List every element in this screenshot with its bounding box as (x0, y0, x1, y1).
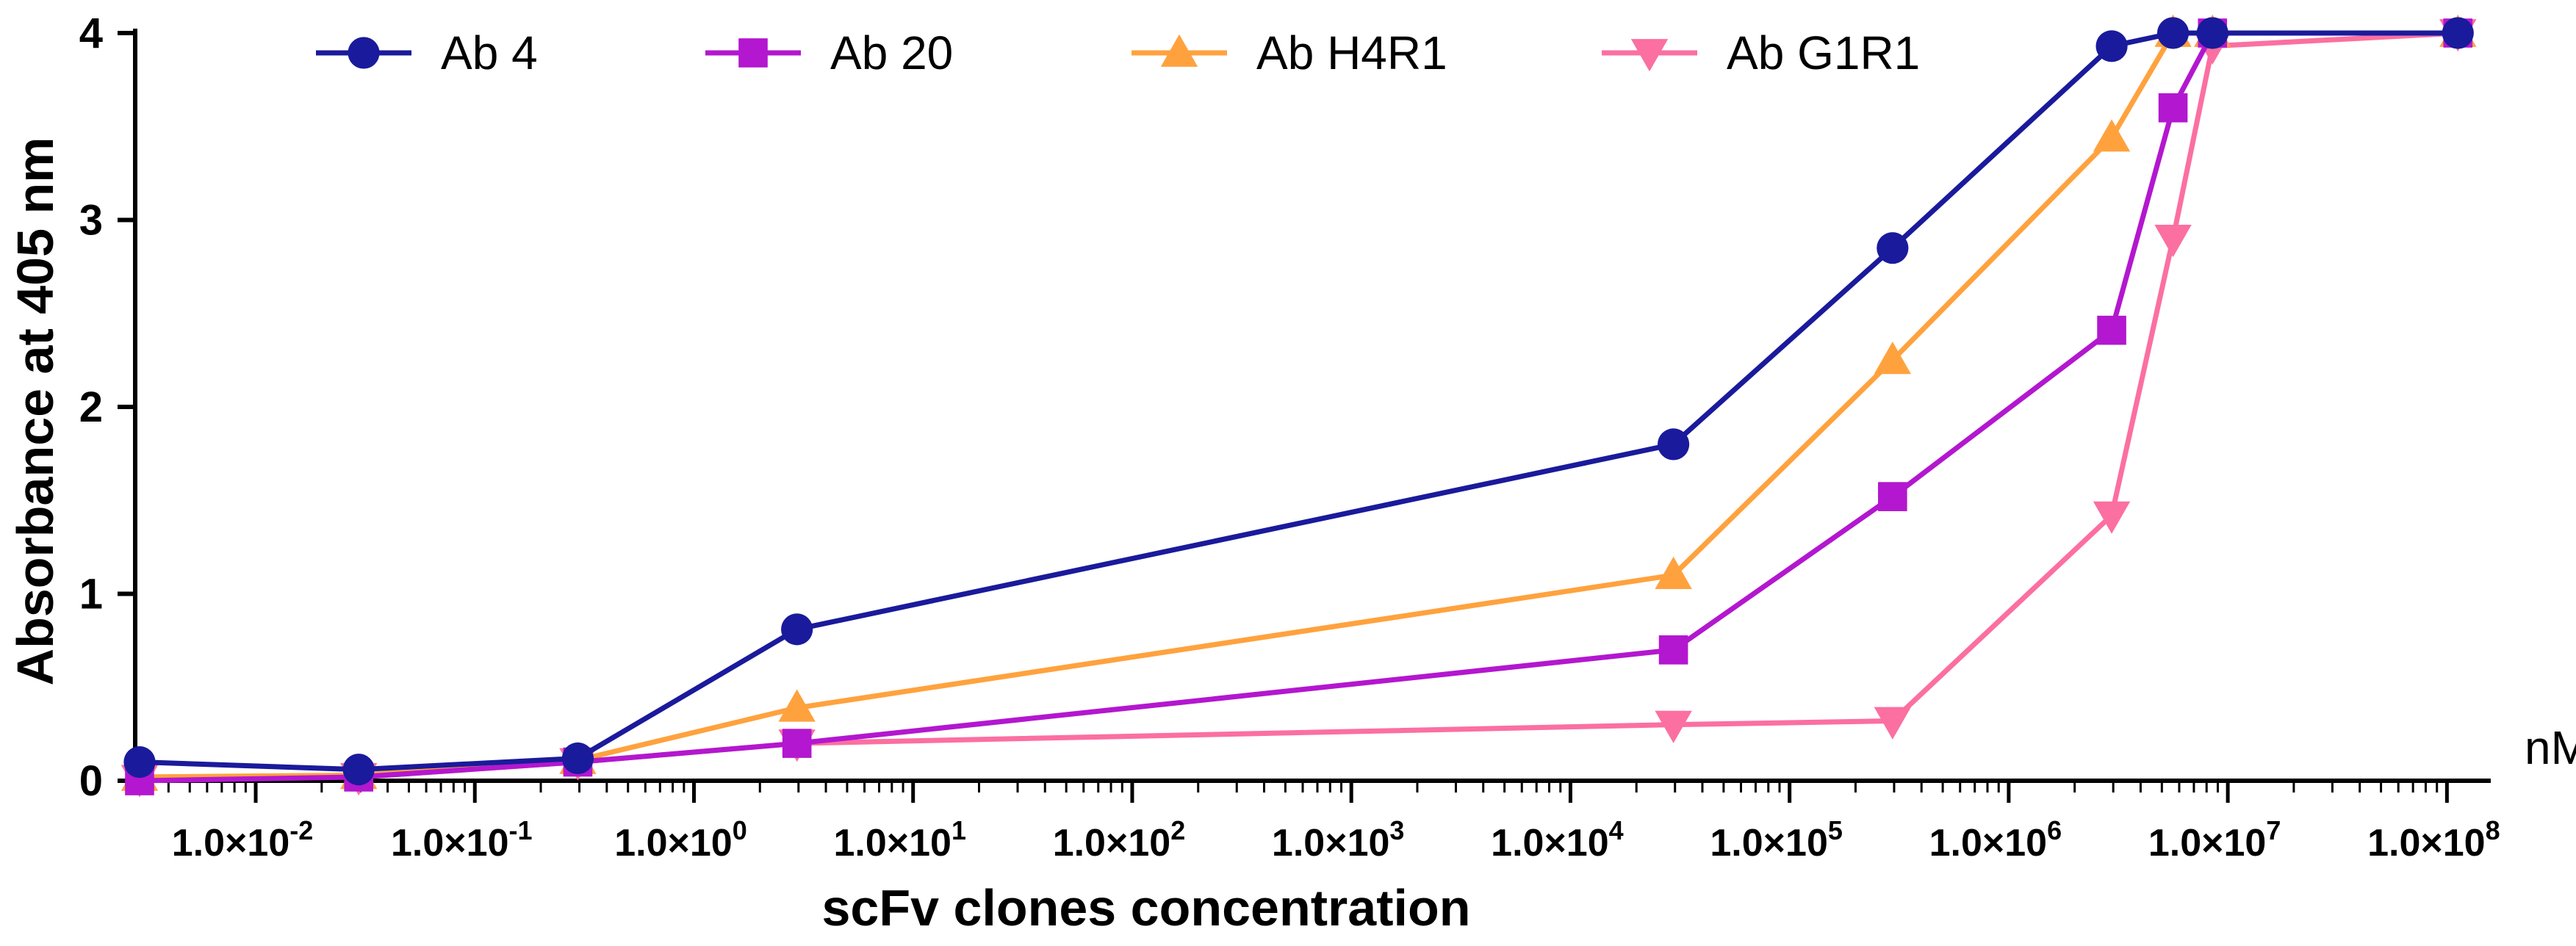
series-ab-4 (123, 17, 2474, 786)
data-point (342, 754, 375, 786)
data-point (2156, 17, 2190, 49)
data-point (561, 742, 594, 775)
y-axis-title: Absorbance at 405 nm (7, 137, 64, 686)
axes: 0 1 2 3 4 1.0×10-2 1.0×10-1 1.0×100 1.0×101 1.0×1… (79, 10, 2500, 864)
x-axis-title: scFv clones concentration (821, 879, 1470, 936)
series-ab-g1r1 (120, 19, 2477, 798)
legend: Ab 4 Ab 20 Ab H4R1 Ab G1R1 (316, 26, 1920, 79)
data-point (123, 745, 156, 779)
data-point (782, 729, 812, 758)
legend-item: Ab 20 (705, 26, 953, 79)
data-point (1655, 556, 1692, 589)
legend-marker (1630, 39, 1669, 72)
x-tick-label: 1.0×103 (1272, 815, 1405, 864)
x-tick-label: 1.0×107 (2148, 815, 2281, 864)
data-point (2154, 225, 2192, 258)
x-tick-label: 1.0×102 (1053, 815, 1186, 864)
series-line (139, 30, 2458, 773)
x-tick-label: 1.0×104 (1491, 815, 1624, 864)
legend-item: Ab G1R1 (1602, 26, 1920, 79)
data-point (2095, 30, 2128, 62)
data-point (2196, 17, 2228, 49)
x-axis-unit: nM (2525, 721, 2576, 774)
legend-label: Ab 20 (830, 26, 953, 79)
x-tick-label: 1.0×100 (614, 815, 747, 864)
x-tick-label: 1.0×108 (2367, 815, 2500, 864)
y-tick-label: 2 (79, 383, 103, 431)
data-point (781, 613, 813, 646)
data-point (1657, 428, 1690, 461)
data-point (1878, 482, 1907, 511)
y-tick-label: 3 (79, 197, 103, 245)
series-ab-h4r1 (120, 14, 2477, 791)
x-tick-label: 1.0×101 (833, 815, 966, 864)
x-tick-label: 1.0×105 (1710, 815, 1843, 864)
y-tick-label: 4 (79, 10, 103, 57)
data-point (2093, 119, 2131, 152)
legend-item: Ab 4 (316, 26, 538, 79)
x-tick-label: 1.0×106 (1929, 815, 2062, 864)
y-tick-label: 1 (79, 571, 103, 618)
legend-marker (1160, 34, 1198, 67)
x-tick-label: 1.0×10-1 (391, 815, 533, 864)
data-point (1877, 232, 1909, 264)
legend-marker (738, 38, 768, 68)
data-point (2442, 17, 2474, 49)
data-point (1655, 710, 1692, 743)
y-tick-label: 0 (79, 757, 103, 805)
legend-label: Ab H4R1 (1256, 26, 1447, 79)
data-point (1874, 342, 1912, 375)
legend-label: Ab 4 (441, 26, 538, 79)
series-line (139, 30, 2458, 784)
legend-label: Ab G1R1 (1727, 26, 1920, 79)
data-point (2093, 501, 2131, 534)
data-point (1874, 707, 1912, 740)
legend-marker (348, 37, 380, 69)
legend-item: Ab H4R1 (1132, 26, 1447, 79)
x-tick-label: 1.0×10-2 (172, 815, 314, 864)
data-point (1658, 635, 1688, 665)
data-point (2158, 93, 2188, 123)
data-point (2097, 315, 2126, 345)
data-point (778, 689, 816, 722)
series-layer (120, 14, 2477, 798)
